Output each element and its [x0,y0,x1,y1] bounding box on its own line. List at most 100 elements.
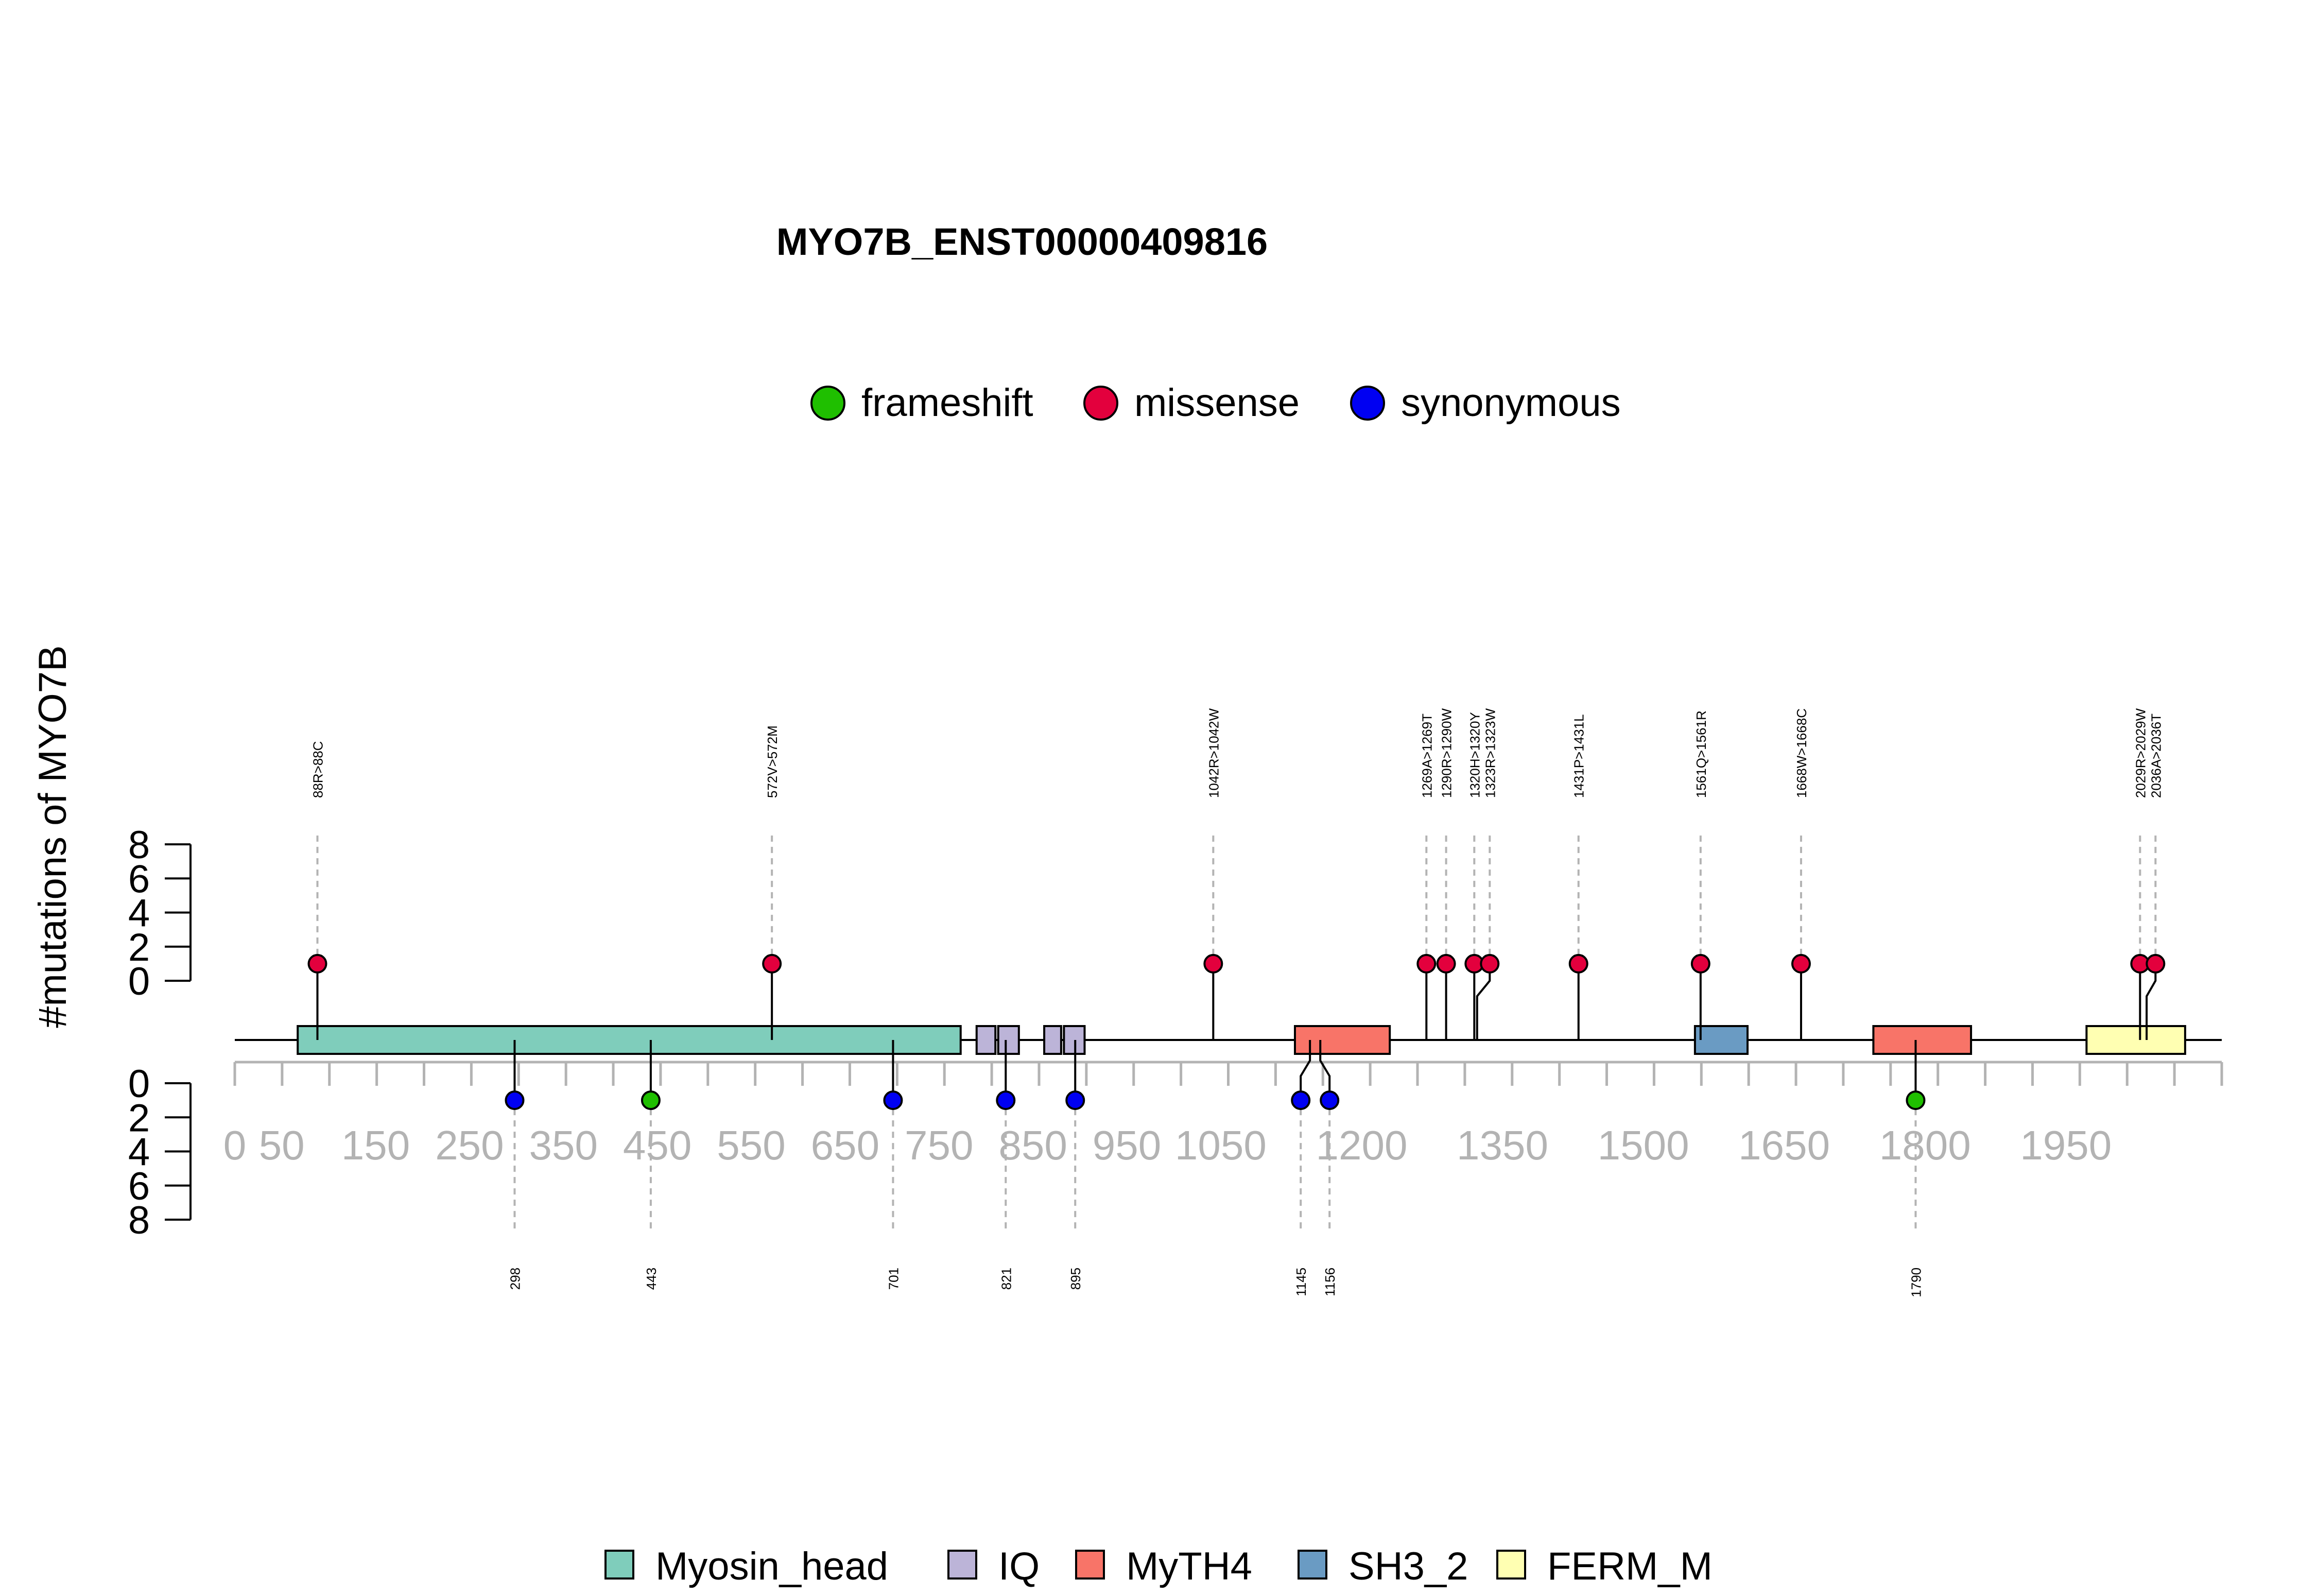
chart-title: MYO7B_ENST00000409816 [776,220,1268,263]
y-tick-label-top: 2 [128,926,150,969]
mutation-label: 701 [886,1268,901,1290]
mutation-label: 1668W>1668C [1794,708,1809,798]
mutation-head [1065,1090,1085,1111]
x-tick-label: 250 [435,1122,504,1168]
mutation-head [307,953,327,974]
mutation-label: 298 [507,1268,523,1290]
domain-legend-FERM_M-swatch [1496,1550,1526,1580]
mutation-legend: frameshift missense synonymous [810,381,1621,425]
mutation-298: 298 [505,1040,525,1290]
x-tick-label: 1950 [2020,1122,2112,1168]
mutation-1269A>1269T: 1269A>1269T [1416,714,1437,1040]
x-tick-label: 1500 [1598,1122,1689,1168]
mutation-head [1416,953,1437,974]
y-axis-label: #mutations of MYO7B [31,645,75,1028]
x-tick-label: 950 [1093,1122,1161,1168]
mutation-label: 2036A>2036T [2148,714,2164,798]
x-tick-label: 850 [998,1122,1067,1168]
legend-frameshift-marker [810,386,845,421]
x-tick-label: 1350 [1457,1122,1548,1168]
legend-synonymous-marker [1350,386,1385,421]
mutation-label: 1320H>1320Y [1467,712,1482,798]
mutation-head [996,1090,1016,1111]
x-tick-label: 50 [259,1122,305,1168]
mutation-head [505,1090,525,1111]
x-tick-label: 1050 [1175,1122,1267,1168]
domain-legend: Myosin_head IQ MyTH4 SH3_2 FERM_M [604,1545,1713,1588]
mutation-895: 895 [1065,1040,1085,1290]
x-tick-label: 750 [905,1122,973,1168]
mutation-head [762,953,782,974]
mutation-label: 1323R>1323W [1482,708,1498,798]
mutation-1790: 1790 [1906,1040,1926,1297]
mutation-head [1203,953,1223,974]
x-axis: 0 50 150 250 350 450 550 650 750 850 950 1050 1200 13… [223,1061,2223,1168]
y-tick-label-bottom: 2 [128,1096,150,1140]
y-tick-label-top: 8 [128,823,150,867]
mutation-head [1791,953,1811,974]
y-tick-label-top: 0 [128,960,150,1003]
domain-legend-MyTH4-swatch [1075,1550,1105,1580]
mutation-1042R>1042W: 1042R>1042W [1203,708,1223,1040]
mutation-head [2146,953,2166,974]
domain-SH3_2 [1693,1025,1749,1055]
mutation-1290R>1290W: 1290R>1290W [1436,708,1456,1040]
mutation-head [883,1090,903,1111]
x-tick-label: 1200 [1316,1122,1407,1168]
mutation-label: 1561Q>1561R [1693,710,1709,798]
domain-legend-Myosin_head-swatch [604,1550,634,1580]
mutation-head [1320,1090,1340,1111]
mutation-572V>572M: 572V>572M [762,725,782,1040]
legend-synonymous-label: synonymous [1401,381,1621,425]
mutation-head [1906,1090,1926,1111]
domain-legend-MyTH4-label: MyTH4 [1126,1545,1252,1588]
mutation-1145: 1145 [1291,1040,1311,1296]
domain-FERM_M [2085,1025,2186,1055]
mutation-1668W>1668C: 1668W>1668C [1791,708,1811,1040]
domain-IQ [997,1025,1020,1055]
mutation-701: 701 [883,1040,903,1290]
legend-missense-marker [1083,386,1118,421]
mutation-head [1291,1090,1311,1111]
x-tick-label: 150 [341,1122,410,1168]
domain-legend-SH3_2-swatch [1298,1550,1327,1580]
x-tick-label: 1650 [1738,1122,1830,1168]
mutation-88R>88C: 88R>88C [307,741,327,1040]
mutation-1431P>1431L: 1431P>1431L [1568,714,1588,1040]
mutation-label: 88R>88C [310,741,325,798]
domain-IQ [975,1025,997,1055]
mutation-label: 1042R>1042W [1206,708,1221,798]
mutation-head [1690,953,1710,974]
mutation-head [641,1090,661,1111]
mutation-label: 443 [644,1268,659,1290]
mutation-label: 1156 [1322,1268,1338,1296]
mutation-label: 1269A>1269T [1419,714,1434,798]
x-tick-label: 450 [623,1122,691,1168]
mutation-2036A>2036T: 2036A>2036T [2146,714,2166,1040]
legend-frameshift-label: frameshift [861,381,1033,425]
mutation-stem [1476,963,1491,1040]
mutation-1561Q>1561R: 1561Q>1561R [1690,710,1710,1040]
domain-IQ [1043,1025,1062,1055]
mutation-label: 1290R>1290W [1439,708,1455,798]
mutation-stem [1300,1040,1311,1101]
mutation-1156: 1156 [1319,1040,1340,1296]
mutation-1320H>1320Y: 1320H>1320Y [1464,712,1484,1040]
mutation-821: 821 [996,1040,1016,1290]
mutation-stem [1319,1040,1331,1101]
y-axis-label-group: #mutations of MYO7B [31,645,75,1028]
domain-legend-Myosin_head-label: Myosin_head [655,1545,888,1588]
y-tick-label-top: 6 [128,857,150,901]
mutation-head [1568,953,1588,974]
x-tick-label: 650 [811,1122,879,1168]
legend-missense-label: missense [1134,381,1300,425]
mutation-1323R>1323W: 1323R>1323W [1476,708,1500,1040]
y-tick-label-bottom: 6 [128,1165,150,1208]
domain-legend-FERM_M-label: FERM_M [1547,1545,1713,1588]
mutation-label: 895 [1068,1268,1083,1290]
domain-legend-SH3_2-label: SH3_2 [1348,1545,1468,1588]
mutation-head [1436,953,1456,974]
y-tick-label-bottom: 8 [128,1199,150,1242]
domain-legend-IQ-label: IQ [998,1545,1040,1588]
